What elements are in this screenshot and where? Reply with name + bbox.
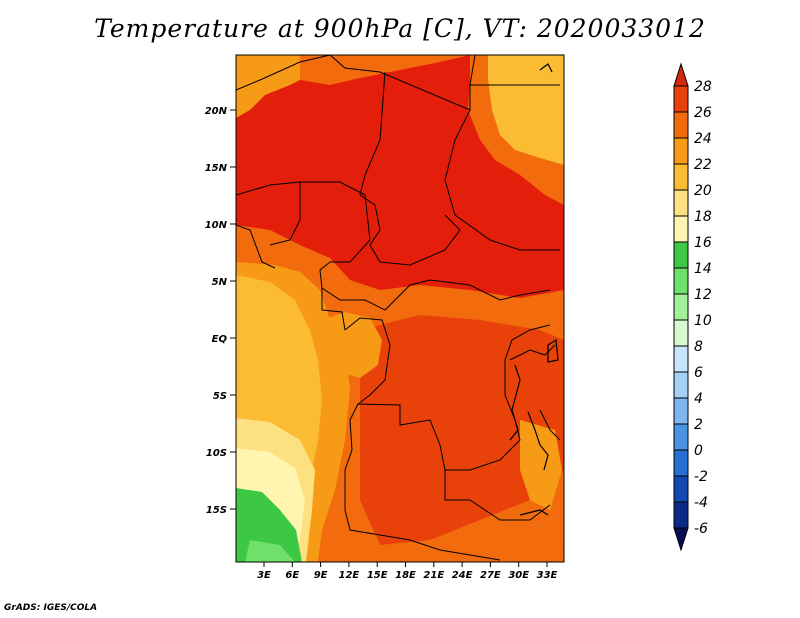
temp-field-southeast-warm	[470, 505, 564, 562]
colorbar-swatch	[673, 397, 689, 425]
longitude-tick-label: 9E	[314, 570, 328, 581]
colorbar-swatch	[673, 267, 689, 295]
longitude-tick-label: 12E	[339, 570, 360, 581]
colorbar-swatch	[673, 319, 689, 347]
colorbar-level-label: 4	[694, 391, 703, 407]
colorbar-level-label: 24	[694, 131, 712, 147]
colorbar-level-label: 8	[694, 339, 703, 355]
temp-field-gabon-mild	[322, 312, 382, 378]
colorbar-swatch	[673, 449, 689, 477]
longitude-tick-label: 30E	[508, 570, 529, 581]
colorbar-level-label: 22	[694, 157, 712, 173]
colorbar-level-label: 16	[694, 235, 712, 251]
latitude-tick-label: 10N	[205, 220, 228, 231]
colorbar-swatch	[673, 423, 689, 451]
credit-label: GrADS: IGES/COLA	[4, 603, 98, 613]
colorbar-level-label: 12	[694, 287, 712, 303]
colorbar-swatch	[673, 475, 689, 503]
colorbar-level-label: 10	[694, 313, 712, 329]
colorbar-top-arrow	[673, 62, 689, 87]
temp-field-northeast-cool	[505, 75, 560, 140]
colorbar-level-label: 14	[694, 261, 712, 277]
lake-outlines	[509, 63, 559, 516]
temp-field-central-verywarm	[360, 315, 564, 545]
latitude-tick-label: 15S	[206, 505, 227, 516]
colorbar-level-label: 2	[694, 417, 703, 433]
colorbar-bottom-arrow	[673, 527, 689, 552]
colorbar-swatch	[673, 189, 689, 217]
colorbar-level-label: 0	[694, 443, 703, 459]
latitude-tick-label: 10S	[206, 448, 227, 459]
colorbar-level-label: -4	[694, 495, 708, 511]
colorbar-swatch	[673, 293, 689, 321]
colorbar-level-label: -6	[694, 521, 708, 537]
temp-field-lakes-mild	[520, 420, 562, 510]
colorbar-swatch	[673, 137, 689, 165]
longitude-tick-label: 33E	[537, 570, 558, 581]
temp-field-southwest-lightgreen	[245, 540, 295, 562]
latitude-axis: 20N 15N 10N 5N EQ 5S 10S 15S	[205, 106, 236, 516]
longitude-tick-label: 24E	[452, 570, 473, 581]
colorbar-swatch	[673, 345, 689, 373]
latitude-tick-label: 15N	[205, 163, 228, 174]
colorbar-level-label: 26	[694, 105, 712, 121]
longitude-tick-label: 6E	[285, 570, 299, 581]
colorbar-swatch	[673, 215, 689, 243]
colorbar-level-label: 18	[694, 209, 712, 225]
colorbar-swatch	[673, 501, 689, 529]
colorbar-swatch	[673, 371, 689, 399]
map-title: Temperature at 900hPa [C], VT: 202003301…	[94, 14, 706, 43]
colorbar-swatch	[673, 111, 689, 139]
longitude-tick-label: 15E	[367, 570, 388, 581]
temp-field-northwest-mild	[236, 55, 320, 118]
colorbar-swatch	[673, 163, 689, 191]
temp-field-north-warm	[300, 55, 470, 85]
latitude-tick-label: EQ	[212, 334, 228, 345]
colorbar-level-label: -2	[694, 469, 708, 485]
latitude-tick-label: 5N	[212, 277, 228, 288]
latitude-tick-label: 5S	[213, 391, 227, 402]
colorbar-swatch	[673, 85, 689, 113]
colorbar-level-label: 6	[694, 365, 703, 381]
longitude-axis: 3E 6E 9E 12E 15E 18E 21E 24E 27E 30E 33E	[257, 562, 558, 581]
colorbar-swatch	[673, 241, 689, 269]
longitude-tick-label: 3E	[257, 570, 271, 581]
colorbar-level-label: 28	[694, 79, 712, 95]
longitude-tick-label: 21E	[423, 570, 444, 581]
colorbar-level-label: 20	[694, 183, 712, 199]
longitude-tick-label: 18E	[395, 570, 416, 581]
map-frame	[235, 54, 565, 563]
longitude-tick-label: 27E	[480, 570, 501, 581]
country-borders	[236, 55, 561, 561]
latitude-tick-label: 20N	[205, 106, 228, 117]
